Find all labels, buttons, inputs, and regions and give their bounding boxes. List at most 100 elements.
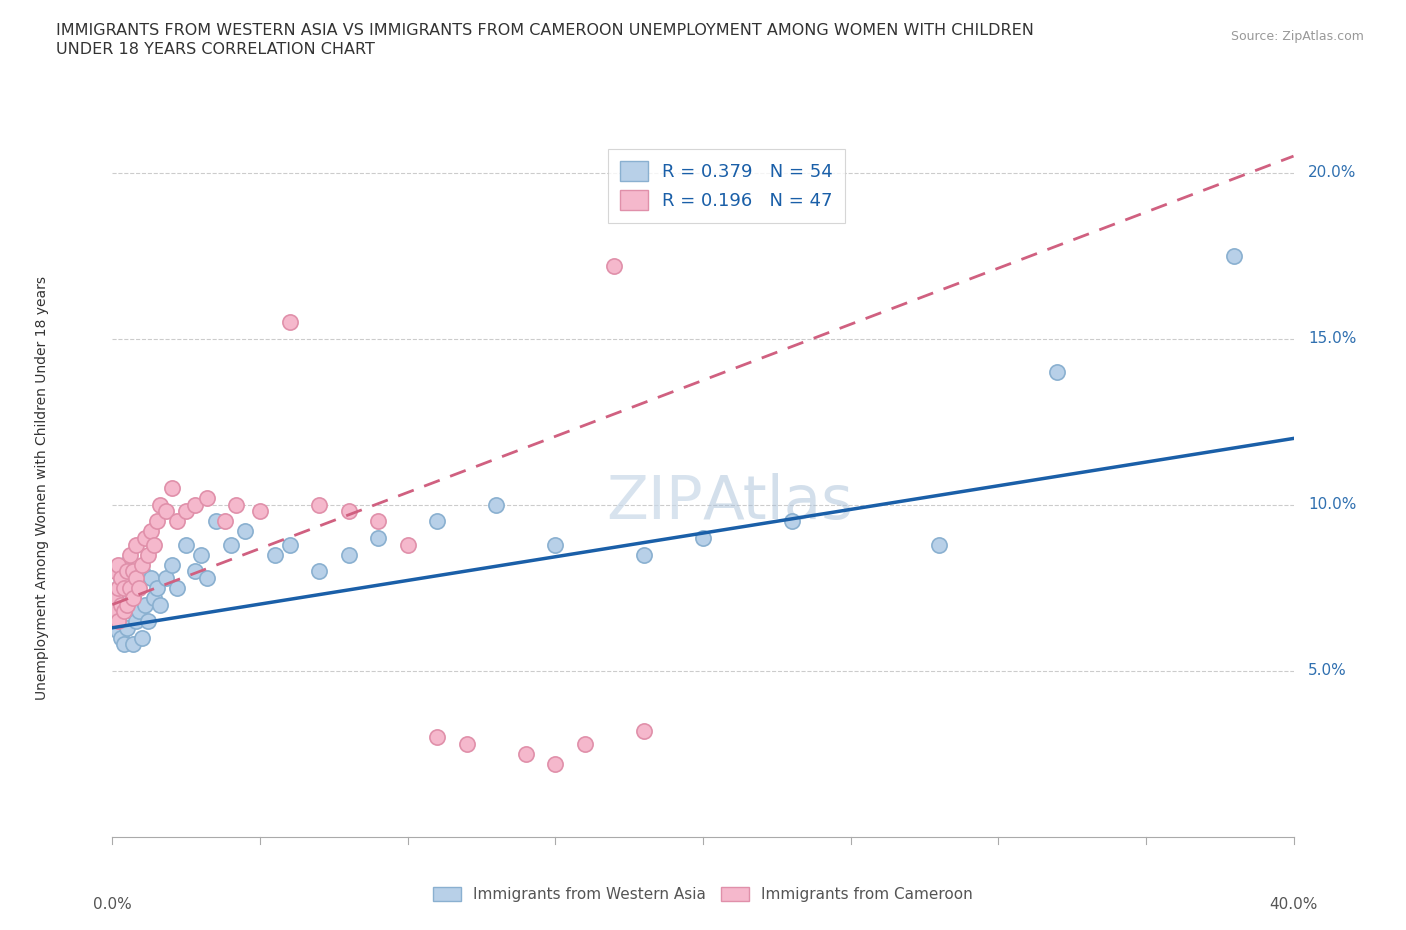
Point	[142, 538, 165, 552]
Text: Atlas: Atlas	[703, 472, 853, 532]
Text: 15.0%: 15.0%	[1309, 331, 1357, 346]
Point	[104, 604, 127, 618]
Point	[104, 591, 127, 605]
Point	[117, 580, 138, 595]
Point	[219, 538, 242, 552]
Point	[149, 498, 172, 512]
Point	[160, 557, 183, 572]
Point	[928, 538, 950, 552]
Point	[146, 514, 169, 529]
Point	[110, 570, 132, 585]
Text: 40.0%: 40.0%	[1270, 897, 1317, 911]
Point	[603, 259, 626, 273]
Point	[104, 597, 127, 612]
Point	[125, 538, 148, 552]
Text: 0.0%: 0.0%	[93, 897, 132, 911]
Point	[128, 580, 150, 595]
Text: 10.0%: 10.0%	[1309, 498, 1357, 512]
Point	[456, 737, 478, 751]
Point	[125, 580, 148, 595]
Text: 5.0%: 5.0%	[1309, 663, 1347, 678]
Text: ZIP: ZIP	[606, 472, 703, 532]
Point	[184, 564, 207, 578]
Point	[110, 631, 132, 645]
Legend: Immigrants from Western Asia, Immigrants from Cameroon: Immigrants from Western Asia, Immigrants…	[426, 879, 980, 910]
Point	[117, 564, 138, 578]
Text: Source: ZipAtlas.com: Source: ZipAtlas.com	[1230, 30, 1364, 43]
Point	[1046, 365, 1069, 379]
Text: 20.0%: 20.0%	[1309, 166, 1357, 180]
Point	[112, 604, 135, 618]
Point	[337, 547, 360, 562]
Point	[278, 538, 301, 552]
Point	[107, 614, 129, 629]
Point	[166, 580, 188, 595]
Point	[515, 747, 537, 762]
Point	[110, 597, 132, 612]
Point	[104, 564, 127, 578]
Point	[367, 514, 389, 529]
Point	[107, 580, 129, 595]
Point	[122, 564, 145, 578]
Point	[633, 547, 655, 562]
Point	[574, 737, 596, 751]
Point	[142, 591, 165, 605]
Point	[214, 514, 236, 529]
Point	[544, 756, 567, 771]
Point	[107, 564, 129, 578]
Point	[233, 524, 256, 538]
Point	[120, 564, 142, 578]
Point	[190, 547, 212, 562]
Point	[122, 591, 145, 605]
Point	[278, 314, 301, 329]
Point	[136, 614, 159, 629]
Point	[308, 564, 330, 578]
Point	[117, 597, 138, 612]
Point	[107, 580, 129, 595]
Point	[131, 557, 153, 572]
Point	[107, 557, 129, 572]
Point	[426, 514, 449, 529]
Point	[633, 724, 655, 738]
Point	[110, 570, 132, 585]
Point	[139, 524, 162, 538]
Point	[692, 531, 714, 546]
Text: UNDER 18 YEARS CORRELATION CHART: UNDER 18 YEARS CORRELATION CHART	[56, 42, 375, 57]
Point	[264, 547, 287, 562]
Point	[112, 557, 135, 572]
Point	[367, 531, 389, 546]
Point	[155, 504, 177, 519]
Point	[146, 580, 169, 595]
Point	[174, 538, 197, 552]
Point	[134, 597, 156, 612]
Point	[155, 570, 177, 585]
Point	[544, 538, 567, 552]
Text: IMMIGRANTS FROM WESTERN ASIA VS IMMIGRANTS FROM CAMEROON UNEMPLOYMENT AMONG WOME: IMMIGRANTS FROM WESTERN ASIA VS IMMIGRAN…	[56, 23, 1035, 38]
Point	[107, 614, 129, 629]
Point	[131, 631, 153, 645]
Point	[195, 570, 218, 585]
Point	[139, 570, 162, 585]
Point	[426, 730, 449, 745]
Point	[107, 624, 129, 639]
Point	[205, 514, 228, 529]
Point	[308, 498, 330, 512]
Point	[110, 597, 132, 612]
Point	[136, 547, 159, 562]
Point	[160, 481, 183, 496]
Point	[128, 604, 150, 618]
Point	[131, 564, 153, 578]
Point	[337, 504, 360, 519]
Point	[120, 547, 142, 562]
Point	[396, 538, 419, 552]
Point	[120, 580, 142, 595]
Point	[125, 614, 148, 629]
Point	[104, 591, 127, 605]
Point	[117, 620, 138, 635]
Point	[122, 637, 145, 652]
Point	[112, 637, 135, 652]
Point	[122, 591, 145, 605]
Text: Unemployment Among Women with Children Under 18 years: Unemployment Among Women with Children U…	[35, 276, 49, 700]
Point	[485, 498, 508, 512]
Point	[120, 597, 142, 612]
